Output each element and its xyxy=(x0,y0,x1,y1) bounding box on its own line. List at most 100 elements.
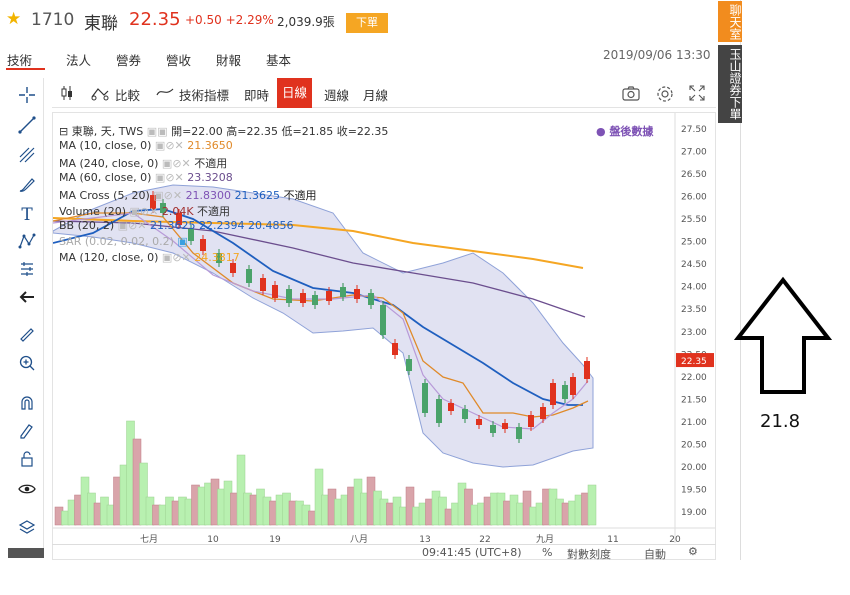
legend-header: ⊟ 東聯, 天, TWS ▣▣ 開=22.00 高=22.35 低=21.85 … xyxy=(59,123,388,139)
brush-icon[interactable] xyxy=(16,176,38,198)
candle-body xyxy=(462,409,468,419)
legend-ma10[interactable]: MA (10, close, 0) ▣⊘✕ 21.3650 xyxy=(59,139,233,152)
candle-body xyxy=(562,385,568,399)
time-tick-label: 九月 xyxy=(536,534,554,543)
legend-ma120[interactable]: MA (120, close, 0) ▣⊘✕ 24.3817 xyxy=(59,251,240,264)
favorite-star-icon[interactable]: ★ xyxy=(6,9,22,29)
candle-body xyxy=(312,295,318,305)
trend-line-icon[interactable] xyxy=(16,116,38,138)
ruler-icon[interactable] xyxy=(16,326,38,348)
candle-type-icon[interactable] xyxy=(60,85,74,104)
realtime-button[interactable]: 即時 xyxy=(244,88,270,103)
legend-bb-label: BB (20, 2) xyxy=(59,219,115,232)
legend-settings-icon[interactable]: ▣▣ xyxy=(146,125,172,138)
chart-area[interactable]: 27.50 27.00 26.50 26.00 25.50 25.00 24.50 24.00… xyxy=(52,112,716,560)
candle-body xyxy=(406,359,412,371)
tab-technical[interactable]: 技術 xyxy=(7,53,33,68)
projection-icon[interactable] xyxy=(16,260,38,282)
compare-icon[interactable] xyxy=(90,85,110,104)
candle-body xyxy=(380,305,386,335)
chart-statusbar: 09:41:45 (UTC+8) % 對數刻度 自動 ⚙ xyxy=(52,544,716,561)
volume-bar xyxy=(236,454,246,526)
candle-body xyxy=(528,415,534,427)
zoom-in-icon[interactable] xyxy=(16,354,38,376)
legend-bb-values: 21.3625 22.2394 20.4856 xyxy=(150,219,294,232)
back-arrow-icon[interactable] xyxy=(16,288,38,310)
candle-body xyxy=(160,203,166,213)
current-price-tag-text: 22.35 xyxy=(681,357,707,367)
tab-financials[interactable]: 財報 xyxy=(216,53,242,68)
volume-bar xyxy=(405,486,415,526)
monthly-button[interactable]: 月線 xyxy=(363,88,389,103)
price-tick-label: 27.00 xyxy=(681,148,707,158)
auto-scale-toggle[interactable]: 自動 xyxy=(644,548,666,561)
side-toolbar-collapse[interactable] xyxy=(8,548,44,558)
legend-sar[interactable]: SAR (0.02, 0.02, 0.2) ▣ xyxy=(59,235,188,248)
status-settings-icon[interactable]: ⚙ xyxy=(688,545,698,558)
quote-datetime: 2019/09/06 13:30 xyxy=(603,48,711,62)
collapse-icon[interactable]: ⊟ xyxy=(59,125,72,138)
legend-macross-v3: 不適用 xyxy=(283,189,317,202)
legend-ma240[interactable]: MA (240, close, 0) ▣⊘✕ 不適用 xyxy=(59,157,228,170)
text-tool-icon[interactable]: T xyxy=(21,205,33,225)
daily-button[interactable]: 日線 xyxy=(277,78,312,108)
candle-body xyxy=(200,239,206,251)
ma60-line xyxy=(53,220,586,318)
settings-gear-icon[interactable] xyxy=(656,85,674,106)
tab-institutional[interactable]: 法人 xyxy=(66,53,92,68)
indicators-button[interactable]: 技術指標 xyxy=(179,88,230,103)
candle-body xyxy=(260,278,266,291)
log-scale-toggle[interactable]: 對數刻度 xyxy=(567,548,611,561)
price-tick-label: 26.50 xyxy=(681,170,707,180)
legend-ma10-value: 21.3650 xyxy=(187,139,233,152)
order-button[interactable]: 下單 xyxy=(346,13,388,33)
volume-bar xyxy=(139,462,148,526)
compare-button[interactable]: 比較 xyxy=(115,88,141,103)
drawing-toolbar: T xyxy=(6,78,44,558)
weekly-button[interactable]: 週線 xyxy=(324,88,350,103)
pattern-icon[interactable] xyxy=(16,232,38,254)
quote-header: ★ 1710 東聯 22.35 +0.50 +2.29% 2,039.9張 下單 xyxy=(0,0,715,44)
time-tick-label: 19 xyxy=(269,535,281,543)
legend-macross[interactable]: MA Cross (5, 20) ▣⊘✕ 21.8300 21.3625 不適用 xyxy=(59,189,317,202)
tab-basics[interactable]: 基本 xyxy=(266,53,292,68)
after-hours-label[interactable]: ● 盤後數據 xyxy=(596,125,654,138)
lock-icon[interactable] xyxy=(16,450,38,472)
crosshair-icon[interactable] xyxy=(16,86,38,108)
legend-ma60-value: 23.3208 xyxy=(187,171,233,184)
fullscreen-icon[interactable] xyxy=(689,85,705,104)
broker-order-tab[interactable]: 玉山證券下單 xyxy=(718,45,742,123)
magnet-icon[interactable] xyxy=(16,394,38,416)
macross-fast-line xyxy=(53,212,589,430)
camera-icon[interactable] xyxy=(622,85,640,104)
pencil-lock-icon[interactable] xyxy=(16,422,38,444)
candle-body xyxy=(176,213,182,225)
price-tick-label: 23.50 xyxy=(681,305,707,315)
price-tick-label: 25.50 xyxy=(681,215,707,225)
price-chart[interactable]: 27.50 27.00 26.50 26.00 25.50 25.00 24.50 24.00… xyxy=(53,113,715,543)
pitchfork-icon[interactable] xyxy=(16,146,38,168)
legend-volume[interactable]: Volume (20) ▣⊘✕ 2.04K 不適用 xyxy=(59,205,231,218)
time-tick-label: 20 xyxy=(669,535,681,543)
tab-margin[interactable]: 營券 xyxy=(116,53,142,68)
trade-volume: 2,039.9張 xyxy=(277,15,335,29)
legend-ma240-value: 不適用 xyxy=(194,157,228,170)
price-tick-label: 23.00 xyxy=(681,328,707,338)
chat-room-tab[interactable]: 聊天室 xyxy=(718,1,742,42)
price-tick-label: 22.00 xyxy=(681,373,707,383)
tab-revenue[interactable]: 營收 xyxy=(166,53,192,68)
legend-volume-v2: 不適用 xyxy=(197,205,231,218)
eye-icon[interactable] xyxy=(16,480,38,502)
annotation-label: 21.8 xyxy=(760,411,801,432)
legend-bb[interactable]: BB (20, 2) ▣⊘✕ 21.3625 22.2394 20.4856 xyxy=(59,219,294,232)
candle-body xyxy=(550,383,556,405)
legend-macross-label: MA Cross (5, 20) xyxy=(59,189,150,202)
legend-ma60-label: MA (60, close, 0) xyxy=(59,171,152,184)
indicators-icon[interactable] xyxy=(156,85,174,102)
candle-body xyxy=(540,407,546,419)
layers-icon[interactable] xyxy=(16,518,38,540)
percent-scale-toggle[interactable]: % xyxy=(542,546,553,559)
legend-ma60[interactable]: MA (60, close, 0) ▣⊘✕ 23.3208 xyxy=(59,171,233,184)
price-tick-label: 19.50 xyxy=(681,485,707,495)
main-tabs: 技術 法人 營券 營收 財報 基本 xyxy=(0,44,715,72)
